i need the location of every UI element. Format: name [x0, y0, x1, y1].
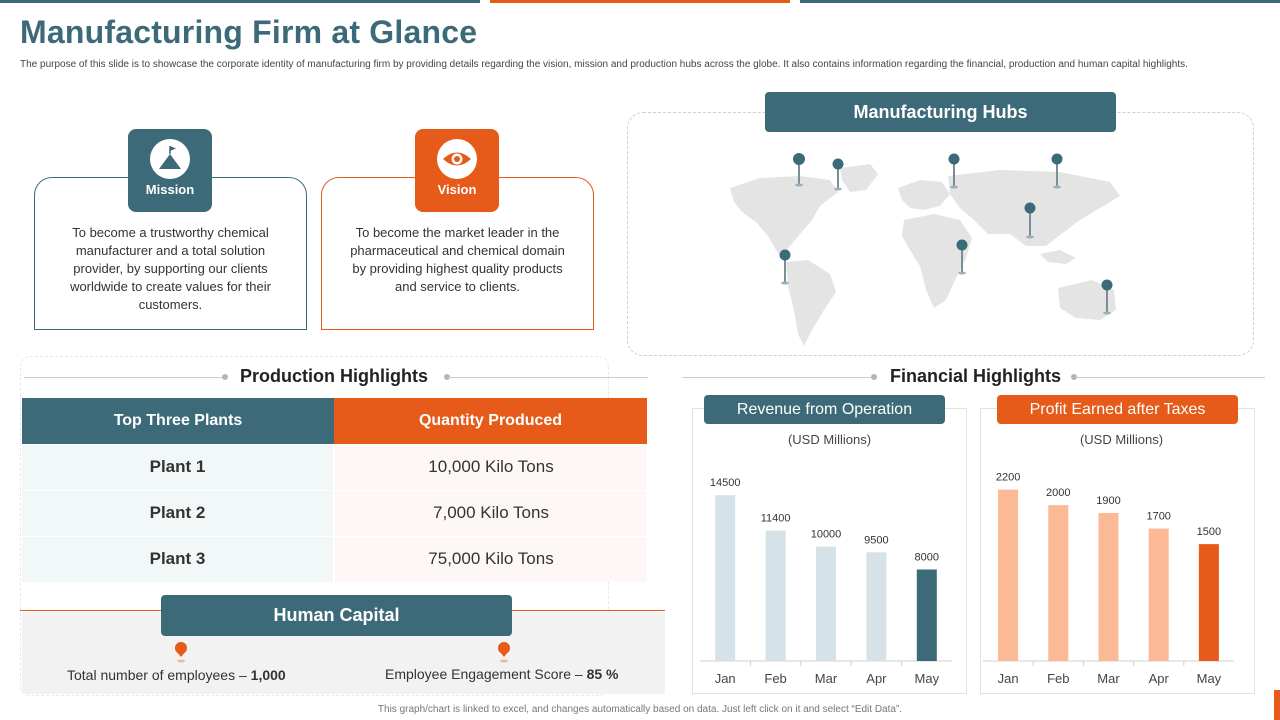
hubs-title: Manufacturing Hubs: [765, 92, 1116, 132]
plant-name: Plant 1: [22, 443, 334, 490]
chart-bar: [866, 552, 887, 661]
location-pin-icon: [779, 249, 791, 285]
human-capital-title: Human Capital: [161, 595, 512, 636]
employees-stat: Total number of employees – 1,000: [67, 667, 286, 683]
chart-bar: [1198, 544, 1219, 661]
bar-value-label: 11400: [761, 513, 791, 525]
location-pin-icon: [956, 239, 968, 275]
vision-text: To become the market leader in the pharm…: [350, 225, 565, 294]
employees-label: Total number of employees –: [67, 667, 251, 683]
bar-value-label: 10000: [811, 529, 842, 541]
x-tick-label: Feb: [1047, 671, 1069, 686]
section-divider-dot: [222, 374, 228, 380]
table-row: Plant 1 10,000 Kilo Tons: [22, 443, 647, 490]
mission-badge: Mission: [128, 129, 212, 212]
location-pin-icon: [948, 153, 960, 189]
vision-label: Vision: [437, 182, 477, 197]
plant-quantity: 7,000 Kilo Tons: [333, 489, 647, 536]
x-tick-label: Jan: [998, 671, 1019, 686]
location-pin-icon: [1024, 202, 1036, 239]
profit-chart-title: Profit Earned after Taxes: [997, 395, 1238, 424]
top-accent-bar: [0, 0, 480, 3]
location-pin-icon: [498, 642, 510, 663]
employees-value: 1,000: [250, 667, 286, 683]
chart-bar: [1098, 512, 1119, 661]
vision-badge: Vision: [415, 129, 499, 212]
plant-quantity: 75,000 Kilo Tons: [333, 535, 647, 582]
mission-text: To become a trustworthy chemical manufac…: [70, 225, 271, 312]
bar-value-label: 1500: [1197, 526, 1221, 538]
section-divider: [448, 377, 648, 378]
x-tick-label: Apr: [1149, 671, 1170, 686]
bar-value-label: 2200: [996, 472, 1020, 484]
mission-label: Mission: [145, 182, 195, 197]
column-header: Top Three Plants: [22, 398, 334, 444]
engagement-stat: Employee Engagement Score – 85 %: [385, 666, 619, 682]
engagement-label: Employee Engagement Score –: [385, 666, 587, 682]
section-divider-dot: [1071, 374, 1077, 380]
table-row: Plant 3 75,000 Kilo Tons: [22, 535, 647, 582]
x-tick-label: Jan: [715, 671, 736, 686]
financial-title: Financial Highlights: [890, 366, 1062, 386]
column-header: Quantity Produced: [334, 398, 647, 444]
map-pins: [779, 153, 1113, 315]
location-pin-icon: [1101, 279, 1113, 315]
location-pin-icon: [1051, 153, 1063, 189]
page-title: Manufacturing Firm at Glance: [20, 14, 478, 50]
chart-bar: [1048, 505, 1069, 661]
section-divider: [24, 377, 224, 378]
engagement-value: 85 %: [586, 666, 619, 682]
location-pin-icon: [793, 153, 805, 187]
plant-name: Plant 3: [22, 535, 334, 582]
production-title: Production Highlights: [240, 366, 428, 386]
bar-value-label: 1900: [1096, 495, 1120, 507]
section-divider-dot: [871, 374, 877, 380]
profit-chart-units: (USD Millions): [1079, 432, 1164, 447]
eye-icon: [437, 139, 477, 179]
section-divider: [1075, 377, 1265, 378]
table-row: Plant 2 7,000 Kilo Tons: [22, 489, 647, 536]
table-header-row: Top Three Plants Quantity Produced: [22, 398, 647, 444]
top-accent-bar: [490, 0, 790, 3]
production-table: Top Three Plants Quantity Produced Plant…: [22, 398, 647, 582]
footer-note: This graph/chart is linked to excel, and…: [377, 704, 903, 715]
bar-value-label: 1700: [1146, 511, 1170, 523]
chart-bar: [765, 530, 786, 661]
world-map: [730, 153, 1120, 346]
x-tick-label: May: [1197, 671, 1222, 686]
profit-chart: 2200 Jan 2000 Feb 1900 Mar 1700 Apr 1500 May: [983, 472, 1234, 686]
x-tick-label: May: [915, 671, 940, 686]
x-tick-label: Apr: [866, 671, 887, 686]
location-pin-icon: [175, 642, 187, 663]
x-tick-label: Mar: [1097, 671, 1120, 686]
corner-accent: [1274, 690, 1280, 720]
revenue-chart-title: Revenue from Operation: [704, 395, 945, 424]
plant-name: Plant 2: [22, 489, 334, 536]
revenue-chart: 14500 Jan 11400 Feb 10000 Mar 9500 Apr 8000 May: [700, 477, 952, 686]
mountain-flag-icon: [150, 139, 190, 179]
revenue-chart-units: (USD Millions): [787, 432, 872, 447]
x-tick-label: Mar: [815, 671, 838, 686]
section-divider-dot: [444, 374, 450, 380]
bar-value-label: 8000: [915, 552, 939, 564]
chart-bar: [816, 546, 836, 661]
section-divider: [682, 377, 872, 378]
bar-value-label: 14500: [710, 477, 741, 489]
chart-bar: [1148, 528, 1169, 661]
page-subtitle: The purpose of this slide is to showcase…: [20, 59, 1188, 70]
bar-value-label: 9500: [864, 534, 888, 546]
top-accent-bar: [800, 0, 1280, 3]
x-tick-label: Feb: [764, 671, 786, 686]
bar-value-label: 2000: [1046, 487, 1070, 499]
chart-bar: [715, 495, 736, 661]
location-pin-icon: [832, 158, 844, 191]
chart-bar: [916, 569, 937, 661]
chart-bar: [998, 489, 1019, 661]
plant-quantity: 10,000 Kilo Tons: [333, 443, 647, 490]
